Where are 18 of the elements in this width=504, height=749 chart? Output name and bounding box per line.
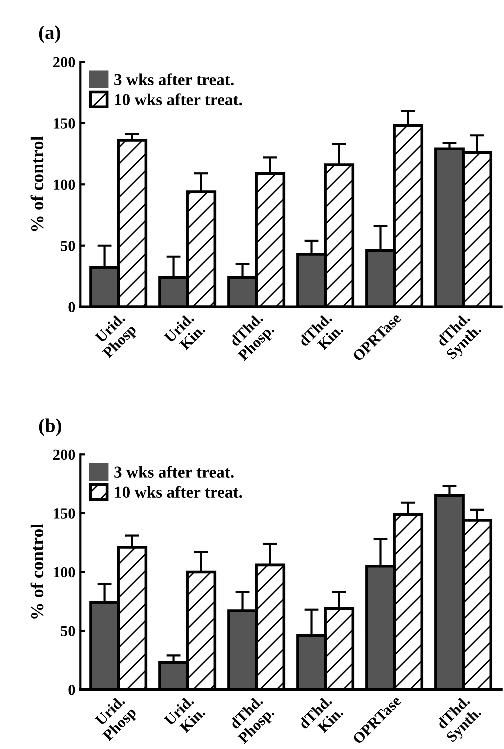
y-tick-label: 0 [68, 684, 76, 696]
y-tick-label: 150 [54, 118, 76, 129]
legend-label: 10 wks after treat. [115, 486, 242, 498]
legend-label: 3 wks after treat. [114, 466, 234, 478]
y-tick-label: 0 [68, 302, 76, 313]
y-axis-title: % of control [30, 524, 44, 619]
legend-label: 3 wks after treat. [114, 74, 234, 86]
y-tick-label: 200 [54, 57, 76, 68]
y-tick-label: 200 [54, 450, 76, 460]
y-tick-label: 150 [54, 508, 76, 519]
y-tick-label: 100 [54, 567, 76, 578]
chart-title: (b) [39, 418, 62, 436]
y-axis-title: % of control [30, 136, 44, 232]
y-tick-label: 100 [54, 180, 76, 190]
y-tick-label: 50 [61, 626, 76, 636]
legend-label: 10 wks after treat. [115, 94, 242, 106]
y-tick-label: 50 [61, 241, 76, 252]
chart-title: (a) [39, 26, 60, 44]
